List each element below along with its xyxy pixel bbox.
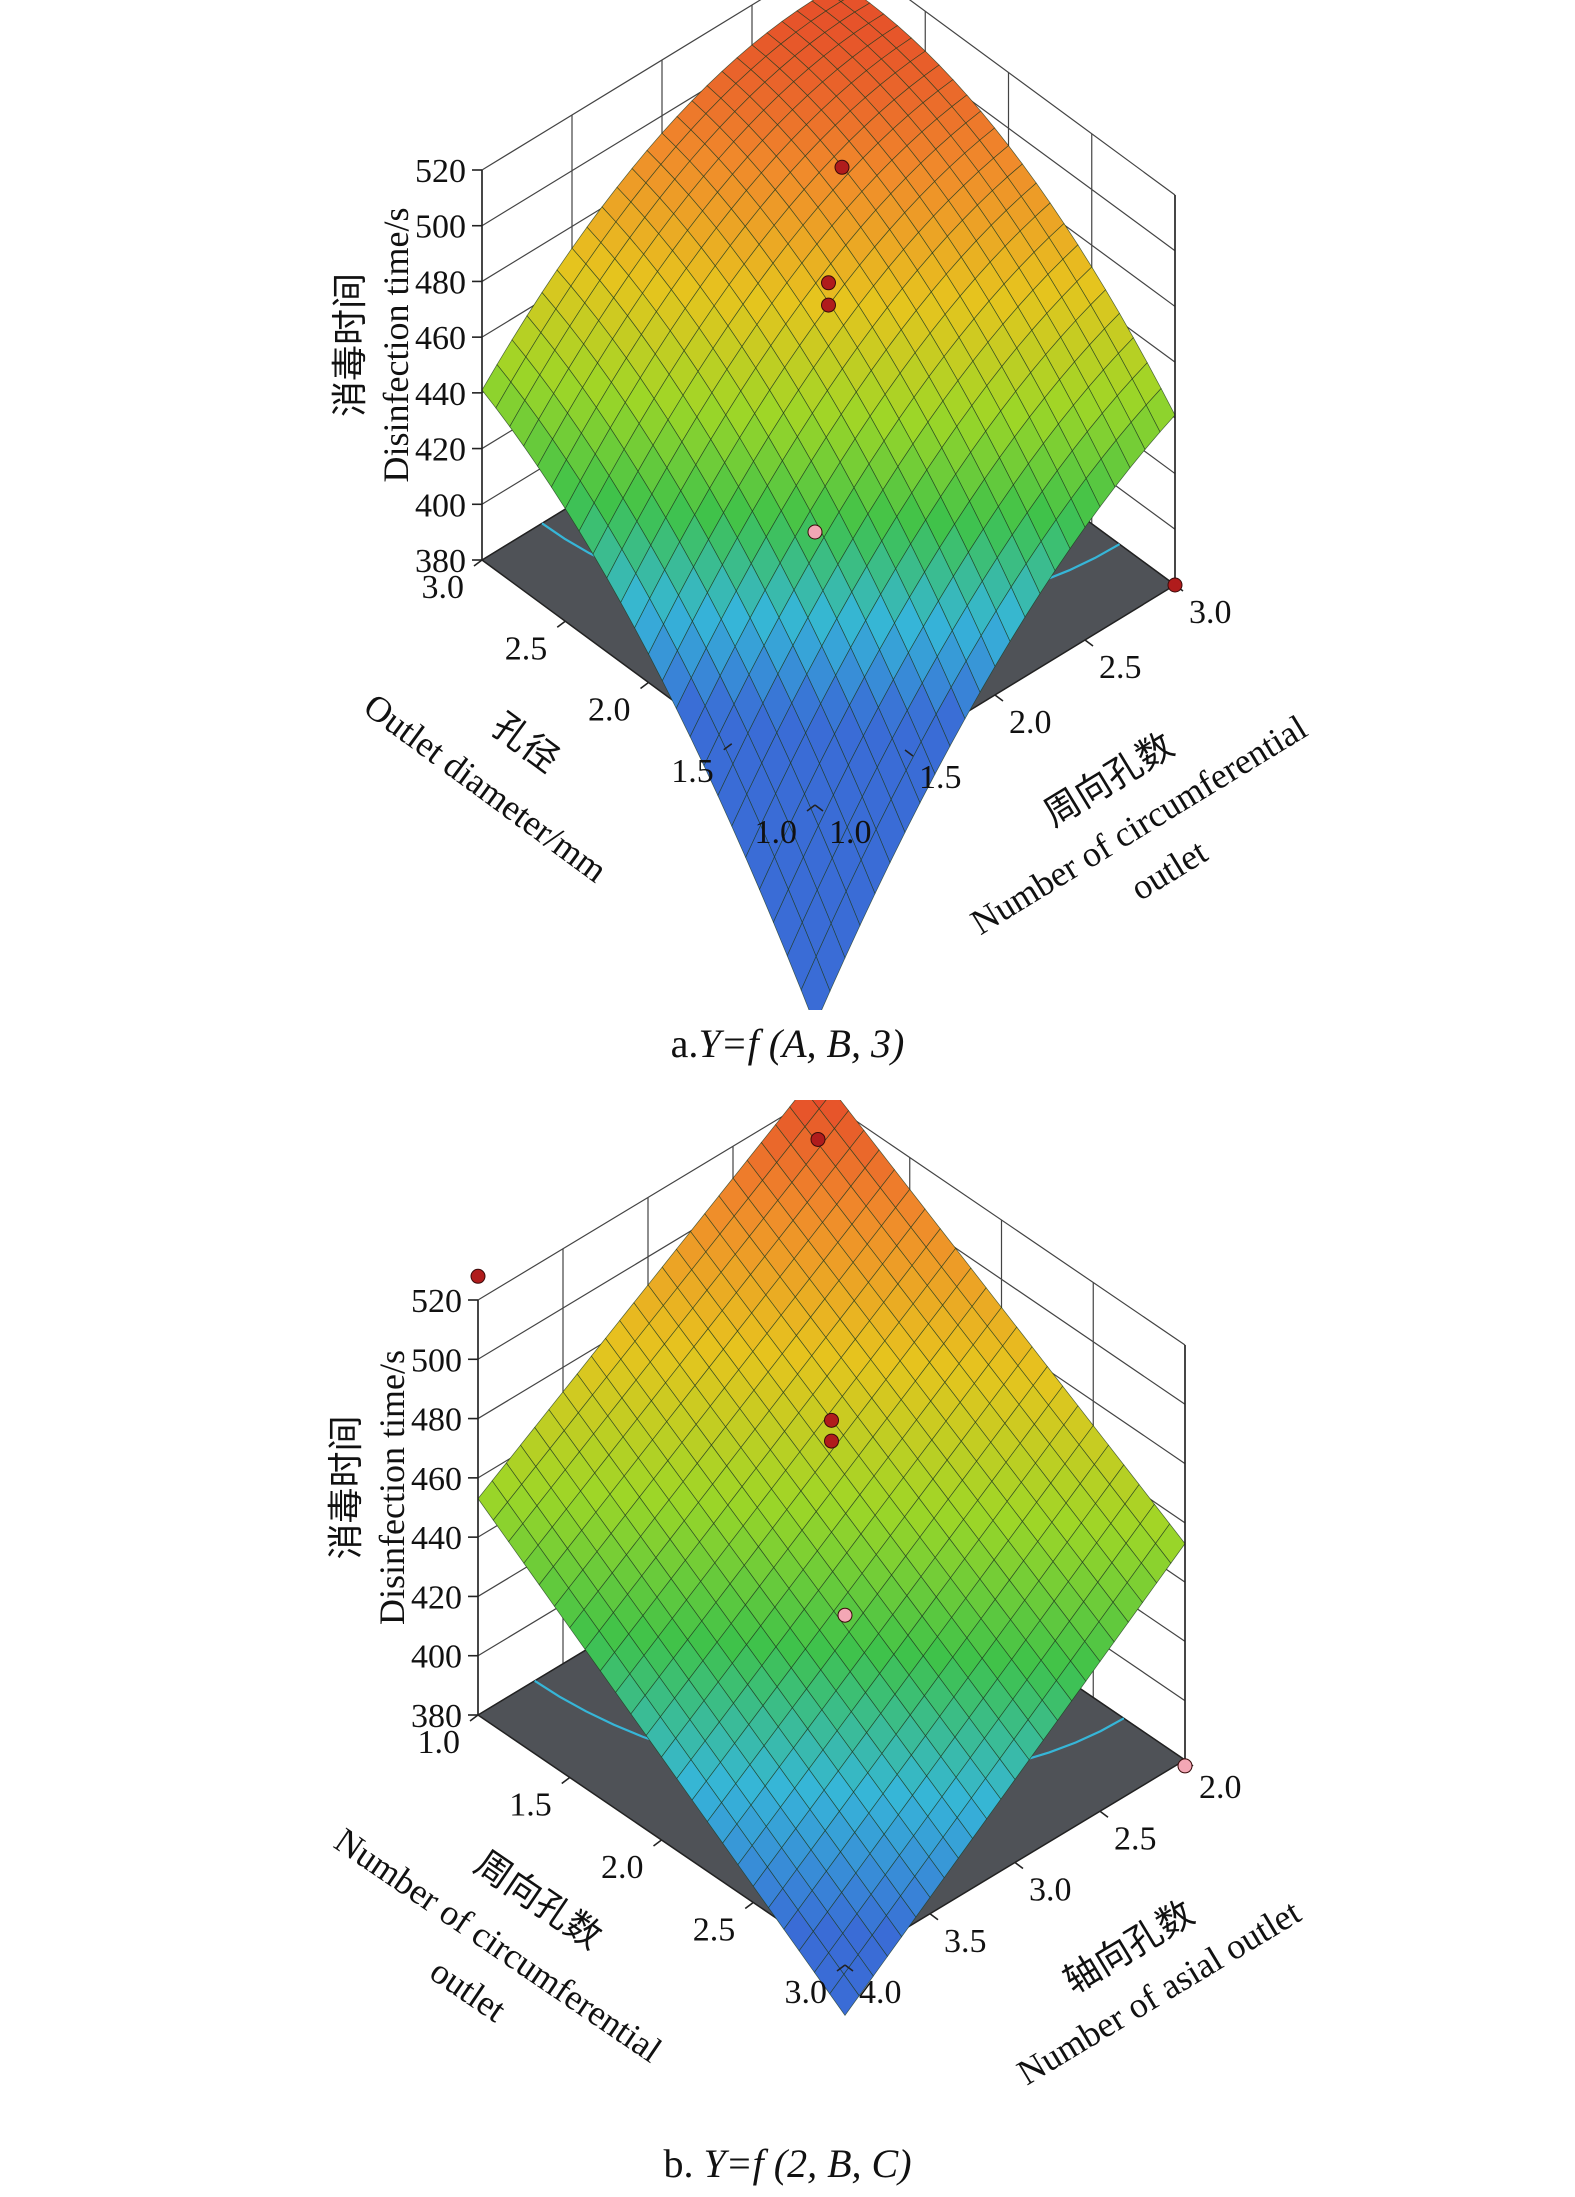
left-axis-tick (806, 804, 816, 812)
design-point (1167, 577, 1183, 593)
right-axis-tick (844, 1964, 854, 1972)
left-axis-tick-label: 1.0 (418, 1724, 461, 1761)
left-axis-tick (640, 681, 649, 690)
surface-cell (811, 1100, 827, 1110)
caption-a-args: (A, B, 3) (768, 1021, 905, 1066)
left-axis-tick (561, 1776, 571, 1785)
left-axis-tick-label: 2.5 (693, 1912, 736, 1949)
right-axis-tick-label: 3.0 (1029, 1872, 1072, 1909)
right-axis-tick (1014, 1861, 1024, 1870)
z-tick-label: 520 (415, 153, 466, 190)
left-axis-tick-label: 3.0 (785, 1974, 828, 2011)
z-axis-title-en: Disinfection time/s (372, 1350, 412, 1625)
wall-grid-line (481, 0, 1176, 196)
right-axis-tick (1084, 639, 1094, 647)
left-axis-tick-label: 2.0 (601, 1849, 644, 1886)
chart-panel-a: 520 500 480 460 440 420 400 380 消毒时间 Disinfection… (0, 0, 1575, 1090)
z-axis-title-cn: 消毒时间 (326, 1415, 366, 1559)
left-axis-tick-label: 1.0 (755, 814, 798, 851)
left-axis-tick (836, 1964, 846, 1972)
z-tick-label: 520 (411, 1283, 462, 1320)
right-axis-tick-label: 2.0 (1199, 1769, 1242, 1806)
left-axis-tick (723, 743, 733, 751)
z-tick-label: 460 (415, 320, 466, 357)
caption-b: b. Y=f (2, B, C) (0, 2140, 1575, 2187)
z-tick-label: 380 (411, 1698, 462, 1735)
left-axis-tick (469, 1714, 479, 1722)
design-point (1177, 1758, 1193, 1774)
z-tick-label: 400 (411, 1639, 462, 1676)
left-axis-title-en: Outlet diameter/mm (357, 686, 615, 891)
left-axis-tick (556, 620, 566, 628)
caption-b-prefix: b. (663, 2141, 704, 2186)
right-axis-tick-label: 2.5 (1099, 649, 1142, 686)
design-point (824, 1412, 839, 1428)
right-axis-tick-label: 2.5 (1114, 1820, 1157, 1857)
z-tick-label: 380 (415, 543, 466, 580)
surface-cell (800, 955, 831, 1010)
left-axis-tick (473, 559, 483, 567)
left-axis-title-cn: 孔径 (485, 705, 567, 780)
left-axis-tick-label: 2.5 (505, 630, 548, 667)
caption-a-prefix: a. (670, 1021, 699, 1066)
z-tick-label: 500 (415, 209, 466, 246)
left-axis-tick-label: 1.5 (509, 1787, 552, 1824)
design-point (824, 1433, 839, 1449)
z-tick-label: 440 (415, 376, 466, 413)
right-axis-tick-label: 1.5 (919, 759, 962, 796)
design-point (834, 159, 850, 175)
z-tick-label: 420 (415, 432, 466, 469)
left-axis-tick-label: 3.0 (422, 569, 465, 606)
right-axis-tick-label: 1.0 (829, 814, 872, 851)
chart-panel-b: 520 500 480 460 440 420 400 380 消毒时间 Disinfection… (0, 1100, 1575, 2197)
left-axis-tick (653, 1839, 662, 1847)
right-axis-tick-label: 2.0 (1009, 704, 1052, 741)
z-tick-label: 460 (411, 1461, 462, 1498)
design-point (470, 1268, 486, 1284)
left-axis-tick-label: 2.0 (588, 692, 631, 729)
left-axis-tick (744, 1901, 754, 1910)
caption-b-args: (2, B, C) (773, 2141, 912, 2186)
caption-a: a.Y=f (A, B, 3) (0, 1020, 1575, 1067)
design-point (807, 524, 823, 540)
surface-plot-b: 520 500 480 460 440 420 400 380 消毒时间 Disinfection… (326, 1100, 1307, 2093)
surface-cell (829, 1973, 860, 2016)
right-axis-tick (814, 804, 824, 812)
right-axis-tick (929, 1913, 939, 1921)
caption-a-func: Y=f (698, 1021, 759, 1066)
z-tick-label: 400 (415, 487, 466, 524)
design-point (821, 297, 836, 313)
right-axis-tick-label: 4.0 (859, 1974, 902, 2011)
z-axis-title-en: Disinfection time/s (376, 208, 416, 483)
right-axis-tick (994, 694, 1004, 702)
surface-plot-a: 520 500 480 460 440 420 400 380 消毒时间 Disinfection… (330, 0, 1314, 1010)
z-axis-title-cn: 消毒时间 (330, 273, 370, 417)
right-axis-tick-label: 3.0 (1189, 594, 1232, 631)
z-tick-label: 480 (411, 1402, 462, 1439)
right-axis-tick-label: 3.5 (944, 1923, 987, 1960)
z-tick-label: 500 (411, 1342, 462, 1379)
z-tick-label: 420 (411, 1579, 462, 1616)
design-point (837, 1607, 853, 1623)
design-point (821, 275, 836, 291)
right-axis-tick (1099, 1810, 1109, 1818)
wall-grid-line (477, 1100, 1186, 1346)
z-tick-label: 480 (415, 264, 466, 301)
right-axis-tick (904, 749, 914, 757)
z-tick-label: 440 (411, 1520, 462, 1557)
design-point (810, 1131, 826, 1147)
left-axis-tick-label: 1.5 (671, 753, 714, 790)
caption-b-func: Y=f (703, 2141, 764, 2186)
